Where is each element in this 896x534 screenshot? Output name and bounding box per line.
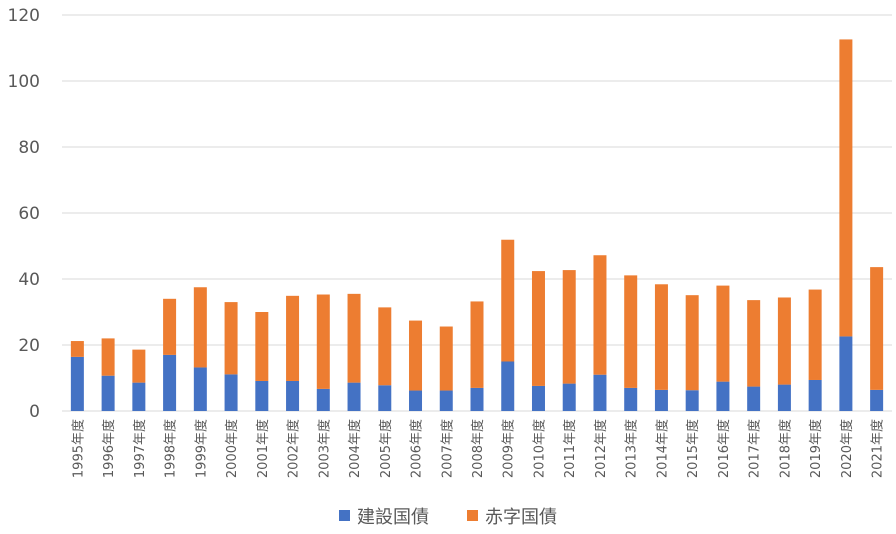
x-tick-label: 1999年度 xyxy=(193,419,209,478)
bar-deficit xyxy=(132,349,146,383)
bar-deficit xyxy=(224,302,238,375)
bar-deficit xyxy=(808,289,822,380)
bar-construction xyxy=(624,387,638,411)
x-tick-label: 2010年度 xyxy=(531,419,547,478)
x-axis-ticks: 1995年度 1996年度 1997年度 1998年度 1999年度 2000年度 2001… xyxy=(70,419,885,478)
x-tick-label: 2005年度 xyxy=(378,419,394,478)
x-tick-label: 2018年度 xyxy=(777,419,793,478)
x-tick-label: 2017年度 xyxy=(747,419,763,478)
x-tick-label: 2007年度 xyxy=(439,419,455,478)
bar-construction xyxy=(747,386,761,411)
bar-construction xyxy=(501,361,515,411)
bar-deficit xyxy=(839,39,853,337)
bar-construction xyxy=(562,383,576,411)
y-tick-label: 100 xyxy=(8,72,40,92)
x-tick-label: 1998年度 xyxy=(163,419,179,478)
bar-deficit xyxy=(562,270,576,384)
y-tick-label: 120 xyxy=(8,6,40,26)
bar-deficit xyxy=(439,326,453,391)
bar-construction xyxy=(193,367,207,411)
bar-construction xyxy=(347,382,361,411)
x-tick-label: 2000年度 xyxy=(224,419,240,478)
bar-deficit xyxy=(163,298,177,355)
bar-construction xyxy=(716,381,730,411)
x-tick-label: 2009年度 xyxy=(501,419,517,478)
bar-deficit xyxy=(654,284,668,390)
x-tick-label: 1996年度 xyxy=(101,419,117,478)
x-tick-label: 2011年度 xyxy=(562,419,578,478)
bar-construction xyxy=(132,382,146,411)
bar-deficit xyxy=(409,320,423,391)
x-tick-label: 2006年度 xyxy=(409,419,425,478)
x-tick-label: 2008年度 xyxy=(470,419,486,478)
bar-deficit xyxy=(870,267,884,390)
x-tick-label: 2004年度 xyxy=(347,419,363,478)
bar-deficit xyxy=(378,307,392,386)
bar-construction xyxy=(839,336,853,411)
y-tick-label: 40 xyxy=(18,270,40,290)
x-tick-label: 2016年度 xyxy=(716,419,732,478)
x-tick-label: 2019年度 xyxy=(808,419,824,478)
bar-deficit xyxy=(316,294,330,389)
bar-deficit xyxy=(470,301,484,388)
bar-construction xyxy=(531,385,545,411)
y-tick-label: 20 xyxy=(18,336,40,356)
bar-deficit xyxy=(193,287,207,368)
bar-deficit xyxy=(747,300,761,387)
x-tick-label: 2020年度 xyxy=(839,419,855,478)
bar-construction xyxy=(470,387,484,411)
legend-swatch-construction xyxy=(339,510,350,521)
y-axis-ticks: 0 20 40 60 80 100 120 xyxy=(8,6,40,422)
bar-construction xyxy=(409,390,423,411)
legend-label-construction: 建設国債 xyxy=(357,507,429,528)
legend: 建設国債 赤字国債 xyxy=(339,507,557,528)
bar-deficit xyxy=(624,275,638,388)
bar-construction xyxy=(593,374,607,411)
bar-construction xyxy=(286,380,300,411)
x-tick-label: 2015年度 xyxy=(685,419,701,478)
bar-deficit xyxy=(70,341,84,357)
bar-deficit xyxy=(255,312,269,381)
bar-construction xyxy=(163,354,177,411)
bar-deficit xyxy=(347,293,361,383)
x-tick-label: 1995年度 xyxy=(70,419,86,478)
bar-construction xyxy=(808,379,822,411)
y-tick-label: 0 xyxy=(29,402,40,422)
x-tick-label: 1997年度 xyxy=(132,419,148,478)
bar-deficit xyxy=(777,297,791,385)
x-tick-label: 2002年度 xyxy=(286,419,302,478)
x-tick-label: 2021年度 xyxy=(870,419,886,478)
x-tick-label: 2012年度 xyxy=(593,419,609,478)
bar-construction xyxy=(101,375,115,411)
legend-swatch-deficit xyxy=(467,510,478,521)
bar-deficit xyxy=(286,295,300,381)
bar-deficit xyxy=(531,271,545,386)
bar-construction xyxy=(224,374,238,411)
legend-label-deficit: 赤字国債 xyxy=(485,507,557,528)
bar-construction xyxy=(654,389,668,411)
bar-deficit xyxy=(716,285,730,382)
bar-deficit xyxy=(685,295,699,391)
bar-construction xyxy=(439,390,453,411)
x-tick-label: 2003年度 xyxy=(316,419,332,478)
bar-deficit xyxy=(593,255,607,375)
y-tick-label: 60 xyxy=(18,204,40,224)
bar-deficit xyxy=(101,338,115,376)
x-tick-label: 2001年度 xyxy=(255,419,271,478)
bar-deficit xyxy=(501,239,515,362)
bar-construction xyxy=(378,385,392,411)
bar-construction xyxy=(70,356,84,411)
bar-construction xyxy=(685,390,699,411)
bar-construction xyxy=(870,389,884,411)
bar-construction xyxy=(316,388,330,411)
x-tick-label: 2013年度 xyxy=(624,419,640,478)
bars xyxy=(70,39,884,411)
x-tick-label: 2014年度 xyxy=(654,419,670,478)
y-tick-label: 80 xyxy=(18,138,40,158)
bar-construction xyxy=(255,380,269,411)
bar-construction xyxy=(777,384,791,411)
